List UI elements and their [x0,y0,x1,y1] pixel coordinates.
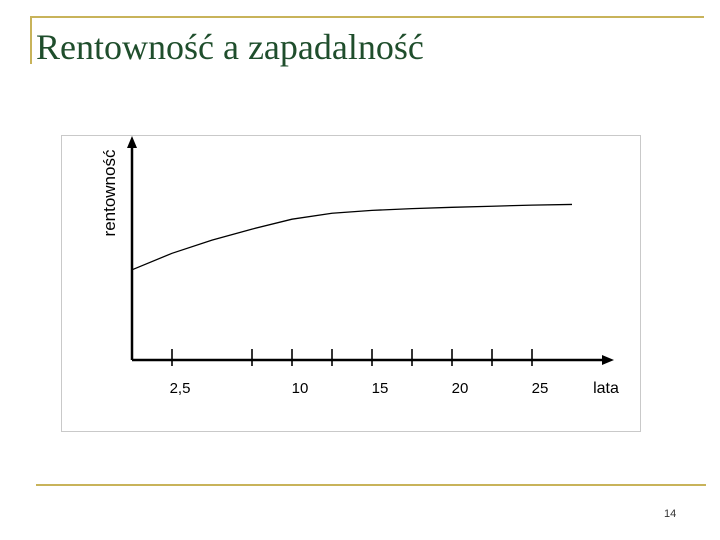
x-tick-label: 2,5 [170,380,191,397]
y-axis-arrowhead [127,136,137,148]
x-axis-label: lata [593,380,619,397]
page-number: 14 [664,508,677,520]
yield-curve-chart: rentowność lata 2,5 10 15 20 25 [100,136,619,397]
x-tick-label: 20 [452,380,469,397]
y-axis-label: rentowność [100,149,119,236]
top-rule [30,16,704,18]
x-tick-label: 10 [292,380,309,397]
slide-title: Rentowność a zapadalność [36,27,424,67]
x-axis-arrowhead [602,355,614,365]
x-tick-label: 15 [372,380,389,397]
yield-curve-line [131,203,573,271]
chart-frame: rentowność lata 2,5 10 15 20 25 [61,135,641,432]
bottom-rule [36,484,706,486]
x-tick-label: 25 [532,380,549,397]
title-accent-rule [30,16,32,64]
